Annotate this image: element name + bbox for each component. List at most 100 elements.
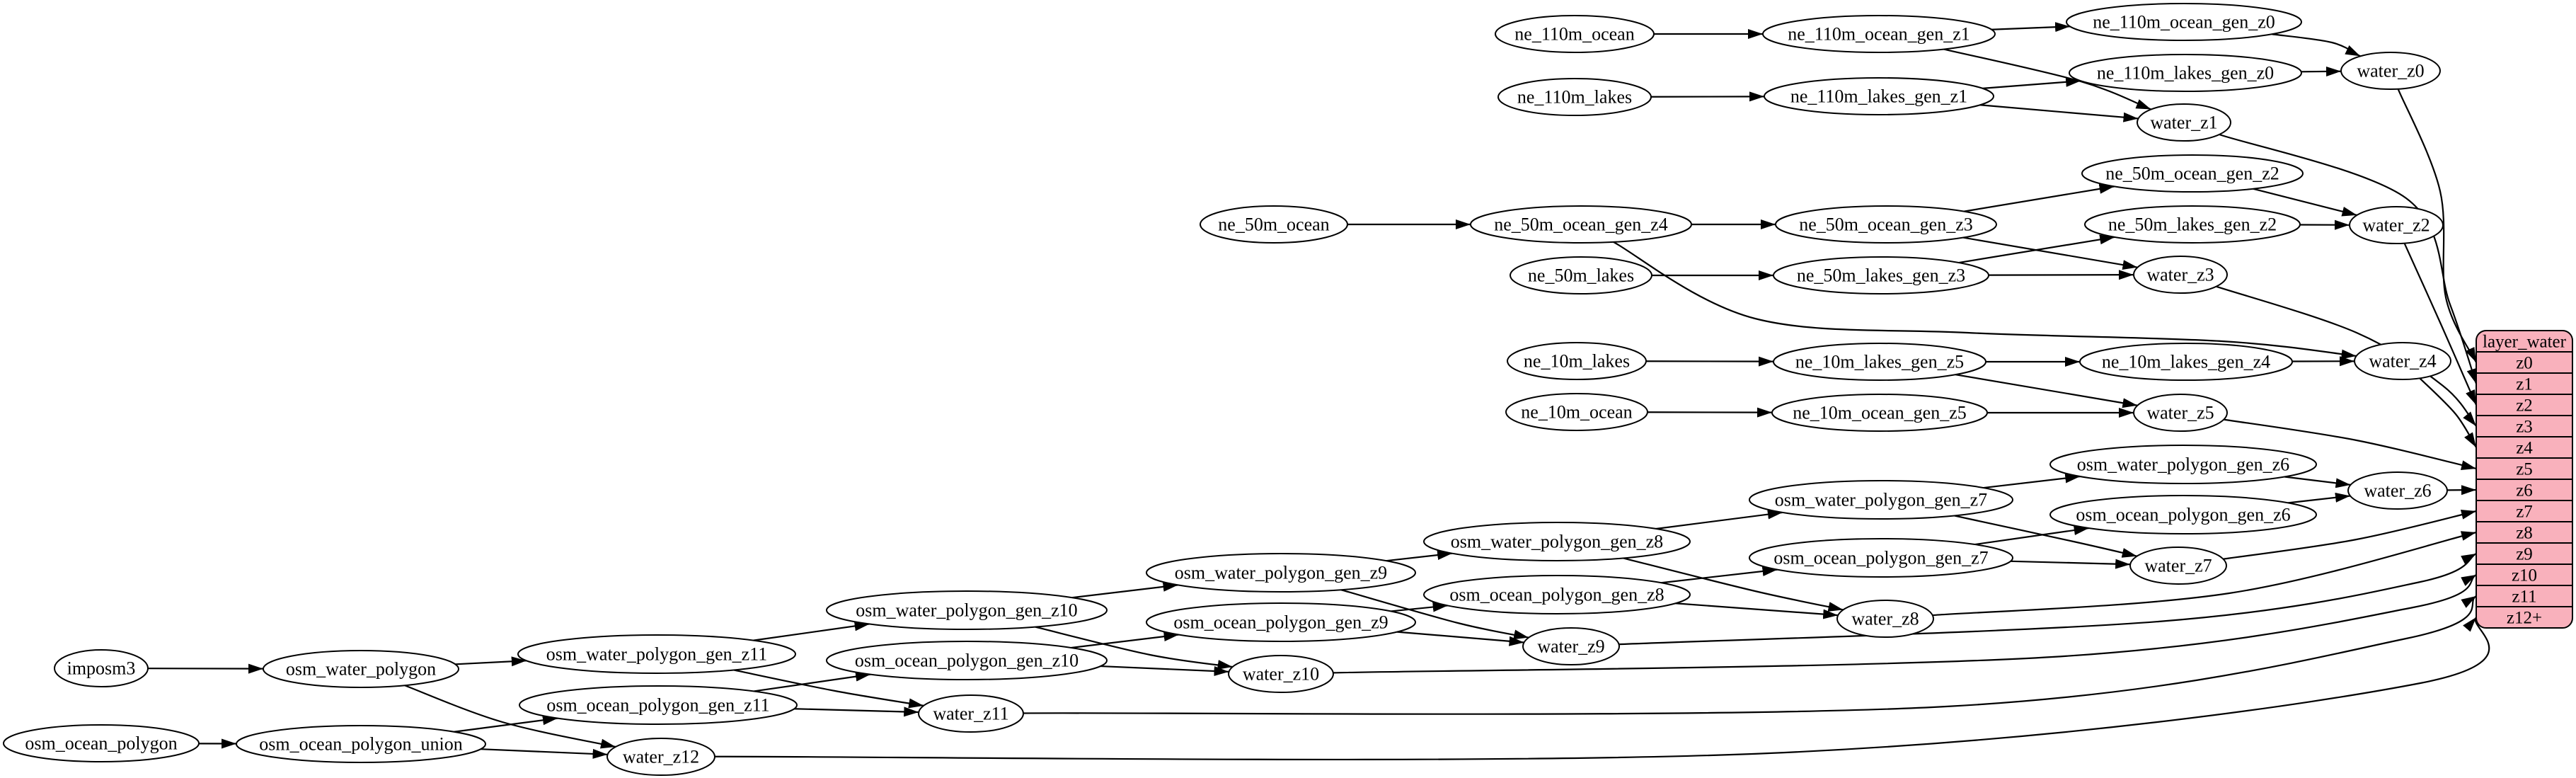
node-label-ne_110m_lakes_gen_z1: ne_110m_lakes_gen_z1 (1790, 86, 1967, 107)
record-row-z8: z8 (2516, 524, 2533, 543)
edge-ne_50m_ocean_gen_z3-to-ne_50m_ocean_gen_z2 (1964, 183, 2115, 212)
node-ne_50m_ocean_gen_z3: ne_50m_ocean_gen_z3 (1775, 205, 1997, 244)
node-shape-osm_water_polygon_gen_z9 (1146, 553, 1416, 593)
node-label-osm_water_polygon_gen_z11: osm_water_polygon_gen_z11 (546, 644, 767, 665)
edge-water_z8-to-layer_water-z8 (1932, 531, 2477, 617)
edge-ne_50m_lakes_gen_z3-to-ne_50m_lakes_gen_z2 (1958, 234, 2115, 264)
node-ne_10m_lakes_gen_z4: ne_10m_lakes_gen_z4 (2079, 343, 2293, 381)
node-label-water_z8: water_z8 (1851, 609, 1919, 629)
node-ne_50m_ocean_gen_z2: ne_50m_ocean_gen_z2 (2081, 154, 2304, 193)
node-shape-water_z3 (2133, 256, 2228, 294)
node-osm_water_polygon_gen_z7: osm_water_polygon_gen_z7 (1749, 480, 2013, 520)
edge-ne_110m_lakes_gen_z0-to-water_z0 (2301, 66, 2342, 76)
node-label-ne_50m_lakes_gen_z2: ne_50m_lakes_gen_z2 (2108, 214, 2277, 235)
node-ne_10m_ocean_gen_z5: ne_10m_ocean_gen_z5 (1771, 394, 1988, 432)
node-ne_110m_ocean: ne_110m_ocean (1495, 15, 1655, 53)
node-shape-osm_ocean_polygon_gen_z9 (1146, 602, 1416, 642)
node-shape-water_z4 (2354, 342, 2451, 380)
edge-osm_water_polygon_gen_z10-to-osm_water_polygon_gen_z9 (1071, 581, 1178, 599)
node-shape-water_z12 (606, 738, 715, 776)
edge-osm_ocean_polygon_gen_z11-to-water_z11 (794, 707, 919, 717)
record-row-z6: z6 (2516, 481, 2533, 500)
node-shape-ne_10m_ocean_gen_z5 (1771, 394, 1988, 432)
node-ne_50m_lakes_gen_z3: ne_50m_lakes_gen_z3 (1773, 256, 1989, 294)
node-shape-water_z8 (1836, 600, 1934, 638)
node-osm_ocean_polygon_union: osm_ocean_polygon_union (236, 725, 486, 763)
node-imposm3: imposm3 (54, 649, 149, 687)
edge-water_z11-to-layer_water-z11 (1023, 595, 2477, 715)
node-water_z5: water_z5 (2133, 394, 2228, 432)
edge-osm_water_polygon-to-water_z12 (404, 685, 616, 749)
record-row-z10: z10 (2512, 566, 2537, 585)
edge-water_z12-to-layer_water-z12+ (714, 617, 2490, 761)
node-ne_50m_lakes: ne_50m_lakes (1510, 256, 1652, 294)
node-shape-osm_water_polygon_gen_z10 (826, 590, 1108, 630)
edge-osm_ocean_polygon_union-to-osm_ocean_polygon_gen_z11 (454, 715, 558, 733)
edge-ne_50m_ocean_gen_z3-to-water_z3 (1962, 236, 2138, 270)
node-shape-ne_110m_lakes_gen_z1 (1764, 77, 1994, 115)
node-ne_10m_lakes_gen_z5: ne_10m_lakes_gen_z5 (1773, 343, 1986, 381)
edge-ne_50m_ocean_gen_z4-to-water_z4 (1613, 241, 2357, 360)
node-osm_ocean_polygon_gen_z10: osm_ocean_polygon_gen_z10 (826, 641, 1108, 680)
node-shape-water_z6 (2347, 471, 2448, 510)
node-shape-osm_water_polygon_gen_z7 (1749, 480, 2013, 520)
node-label-water_z4: water_z4 (2369, 351, 2436, 372)
node-label-osm_water_polygon_gen_z7: osm_water_polygon_gen_z7 (1775, 490, 1987, 510)
node-ne_50m_ocean_gen_z4: ne_50m_ocean_gen_z4 (1470, 205, 1692, 244)
node-shape-ne_10m_lakes_gen_z4 (2079, 343, 2293, 381)
node-ne_10m_ocean: ne_10m_ocean (1505, 393, 1648, 431)
node-label-osm_ocean_polygon_gen_z8: osm_ocean_polygon_gen_z8 (1449, 585, 1664, 605)
node-osm_ocean_polygon_gen_z7: osm_ocean_polygon_gen_z7 (1749, 538, 2013, 578)
edge-osm_ocean_polygon_gen_z8-to-osm_ocean_polygon_gen_z7 (1661, 566, 1778, 584)
node-shape-ne_50m_lakes_gen_z3 (1773, 256, 1989, 294)
node-osm_ocean_polygon: osm_ocean_polygon (3, 724, 200, 762)
node-shape-osm_ocean_polygon_gen_z6 (2049, 495, 2317, 534)
edge-water_z10-to-layer_water-z10 (1333, 574, 2477, 674)
edge-ne_110m_lakes_gen_z1-to-ne_110m_lakes_gen_z0 (1982, 76, 2081, 89)
node-label-osm_ocean_polygon_union: osm_ocean_polygon_union (259, 734, 462, 755)
node-shape-ne_10m_lakes (1507, 342, 1647, 380)
node-osm_water_polygon_gen_z8: osm_water_polygon_gen_z8 (1423, 522, 1691, 561)
record-row-z1: z1 (2516, 375, 2533, 394)
node-osm_ocean_polygon_gen_z9: osm_ocean_polygon_gen_z9 (1146, 602, 1416, 642)
node-label-ne_50m_ocean_gen_z3: ne_50m_ocean_gen_z3 (1799, 214, 1972, 235)
node-water_z3: water_z3 (2133, 256, 2228, 294)
edge-osm_water_polygon_gen_z11-to-osm_water_polygon_gen_z10 (753, 621, 870, 641)
record-row-z3: z3 (2516, 418, 2533, 437)
node-shape-ne_50m_lakes_gen_z2 (2084, 205, 2301, 244)
node-shape-ne_110m_ocean_gen_z1 (1762, 15, 1996, 53)
node-shape-water_z11 (918, 694, 1024, 733)
edge-osm_water_polygon_gen_z7-to-water_z7 (1954, 515, 2137, 558)
node-label-osm_water_polygon_gen_z10: osm_water_polygon_gen_z10 (856, 600, 1077, 621)
edge-osm_ocean_polygon_gen_z9-to-water_z9 (1397, 631, 1524, 646)
node-ne_50m_ocean: ne_50m_ocean (1200, 205, 1348, 244)
nodes-layer: imposm3 osm_water_polygon osm_ocean_polygo… (3, 3, 2451, 776)
node-shape-water_z9 (1522, 627, 1620, 665)
record-title: layer_water (2483, 333, 2567, 352)
edge-osm_ocean_polygon_gen_z7-to-water_z7 (2011, 559, 2131, 569)
node-osm_water_polygon_gen_z6: osm_water_polygon_gen_z6 (2049, 445, 2317, 484)
node-shape-osm_ocean_polygon_gen_z10 (826, 641, 1108, 680)
node-label-ne_10m_ocean: ne_10m_ocean (1521, 402, 1632, 423)
edge-osm_ocean_polygon_gen_z6-to-water_z6 (2288, 492, 2351, 504)
node-label-ne_10m_lakes: ne_10m_lakes (1524, 351, 1630, 372)
node-label-osm_ocean_polygon_gen_z10: osm_ocean_polygon_gen_z10 (855, 651, 1079, 671)
node-shape-osm_water_polygon_gen_z6 (2049, 445, 2317, 484)
node-label-ne_110m_lakes: ne_110m_lakes (1517, 87, 1632, 108)
record-row-z0: z0 (2516, 354, 2533, 373)
edge-osm_ocean_polygon_gen_z9-to-osm_ocean_polygon_gen_z8 (1391, 602, 1448, 612)
node-label-osm_ocean_polygon_gen_z11: osm_ocean_polygon_gen_z11 (546, 695, 769, 716)
node-label-osm_water_polygon: osm_water_polygon (286, 659, 436, 680)
edge-osm_water_polygon_gen_z6-to-water_z6 (2284, 476, 2351, 488)
node-water_z8: water_z8 (1836, 600, 1934, 638)
record-row-z9: z9 (2516, 545, 2533, 564)
record-row-z2: z2 (2516, 396, 2533, 416)
edge-osm_ocean_polygon_gen_z10-to-osm_ocean_polygon_gen_z9 (1071, 631, 1179, 649)
edge-osm_ocean_polygon_gen_z8-to-water_z8 (1675, 602, 1839, 619)
edge-osm_water_polygon_gen_z8-to-water_z8 (1623, 557, 1844, 612)
edge-osm_ocean_polygon_union-to-water_z12 (481, 748, 608, 759)
node-label-water_z3: water_z3 (2146, 265, 2214, 285)
node-water_z1: water_z1 (2137, 103, 2231, 142)
node-shape-ne_110m_ocean (1495, 15, 1655, 53)
